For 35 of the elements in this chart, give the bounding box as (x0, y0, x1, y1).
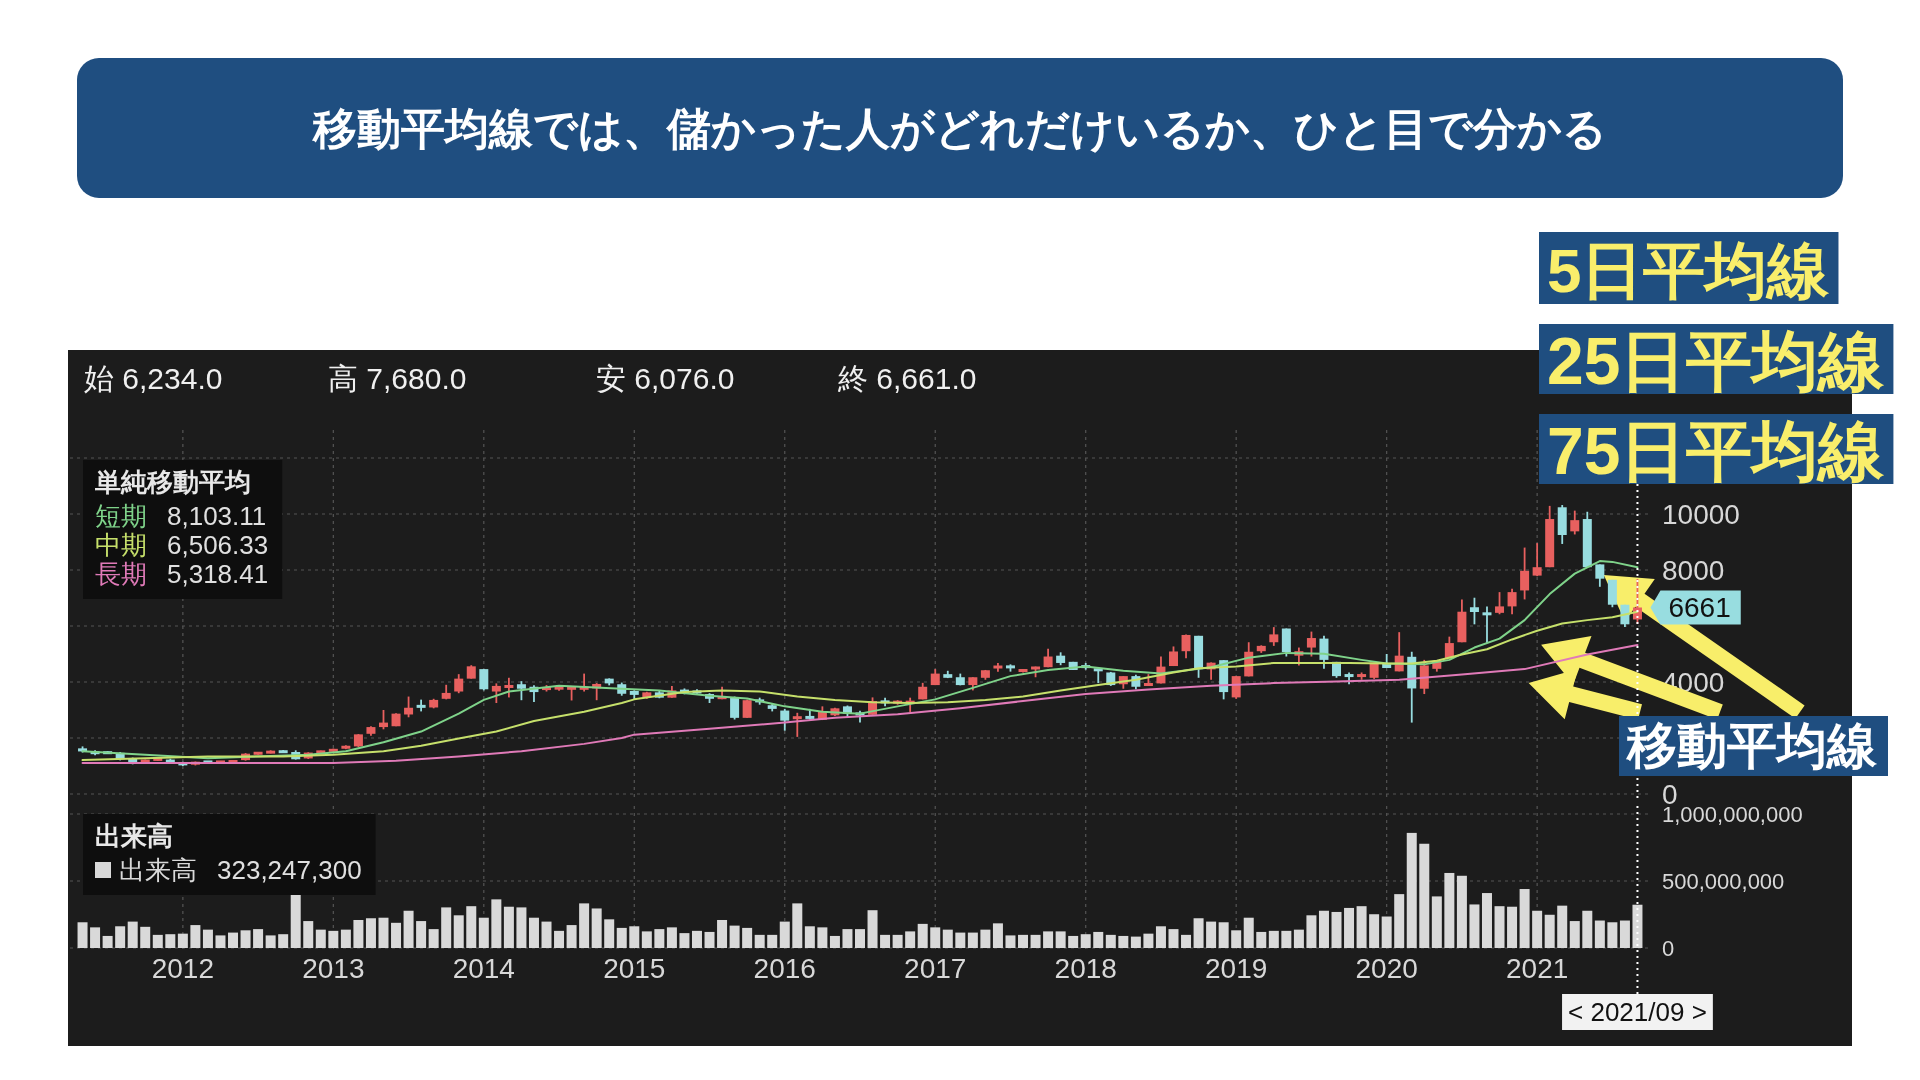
text: 短期 (95, 501, 147, 531)
x-tick-label: 2017 (904, 952, 967, 984)
x-tick-label: 2014 (452, 952, 515, 984)
x-tick-label: 2015 (603, 952, 666, 984)
y-tick-label: 500,000,000 (1662, 868, 1785, 894)
x-tick-label: 2016 (753, 952, 816, 984)
annotation: 6,506.33 (167, 530, 269, 560)
text: 25日平均線 (1547, 324, 1886, 398)
legend-title: 単純移動平均 (94, 467, 251, 497)
x-tick-label: 2020 (1355, 952, 1418, 984)
x-tick-label: 2021 (1505, 952, 1569, 984)
annotation: 75日平均線 (1547, 414, 1886, 488)
text: 始 6,234.0 (84, 361, 223, 395)
x-tick-label: 2013 (302, 952, 365, 984)
y-tick-label: 0 (1662, 935, 1675, 961)
chart-title: 移動平均線では、儲かった人がどれだけいるか、ひと目で分かる (312, 103, 1607, 153)
text: 高 7,680.0 (328, 361, 467, 395)
annotation: 移動平均線 (1625, 718, 1878, 774)
annotation: 6661 (1668, 591, 1731, 623)
x-tick-label: 2012 (151, 952, 215, 984)
legend-label: 出来高 (119, 855, 197, 885)
annotation: 8,103.11 (167, 501, 267, 531)
ref-line-label: < 2021/09 > (1568, 997, 1707, 1027)
x-tick-label: 2018 (1054, 952, 1117, 984)
text: 5日平均線 (1547, 235, 1831, 305)
text: 終 6,661.0 (837, 361, 977, 395)
x-tick-label: 2019 (1205, 952, 1268, 984)
text: 中期 (95, 530, 147, 560)
text: 長期 (95, 559, 147, 589)
y-tick-label: 8000 (1662, 554, 1725, 586)
annotation: 323,247,300 (217, 855, 362, 885)
y-tick-label: 10000 (1662, 498, 1740, 530)
text: 安 6,076.0 (596, 361, 735, 395)
annotation: 5,318.41 (167, 559, 269, 589)
legend-title: 出来高 (95, 821, 173, 851)
